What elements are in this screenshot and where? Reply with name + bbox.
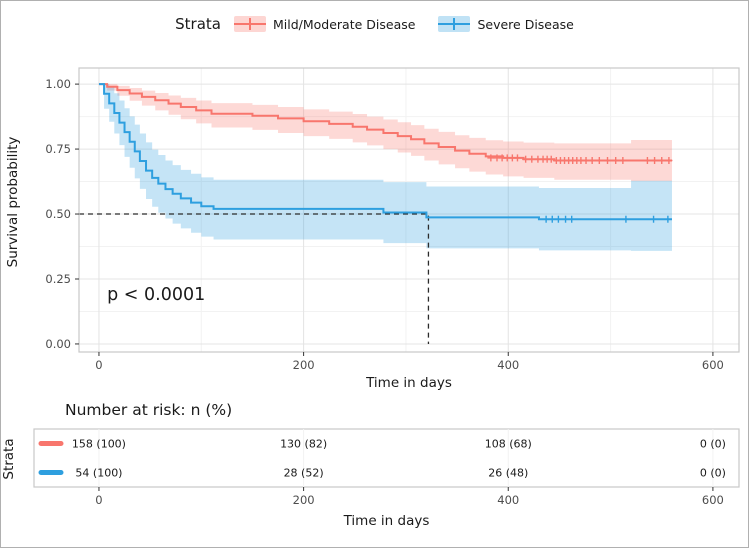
risk-count: 0 (0) <box>700 438 726 451</box>
legend-title: Strata <box>175 15 221 33</box>
legend-items: Mild/Moderate Disease Severe Disease <box>233 14 574 34</box>
legend: Strata Mild/Moderate Disease Severe Disea… <box>1 1 748 43</box>
x-tick-label: 600 <box>702 358 724 372</box>
risk-x-tick-label: 0 <box>95 493 102 507</box>
p-value-annotation: p < 0.0001 <box>107 285 205 305</box>
median-survival-dashed-line <box>79 213 430 344</box>
y-tick-label: 1.00 <box>45 77 71 91</box>
risk-count: 54 (100) <box>75 467 122 480</box>
y-tick-label: 0.50 <box>45 207 71 221</box>
y-tick-label: 0.00 <box>45 337 71 351</box>
risk-panel-border <box>33 428 740 488</box>
risk-count: 158 (100) <box>72 438 126 451</box>
risk-x-tick-label: 200 <box>293 493 315 507</box>
risk-count: 130 (82) <box>280 438 327 451</box>
risk-count: 28 (52) <box>284 467 324 480</box>
x-tick-label: 0 <box>95 358 102 372</box>
risk-count: 26 (48) <box>488 467 528 480</box>
panel-border <box>78 67 740 353</box>
survival-plot: 0 200 400 600 0.00 0.25 0.50 0.75 1.00 Time in da… <box>5 67 740 391</box>
risk-count: 0 (0) <box>700 467 726 480</box>
risk-table-plot: 158 (100) 130 (82) 108 (68) 0 (0) 54 (100) 28… <box>1 428 740 529</box>
survival-curve-mild-moderate <box>98 83 672 162</box>
risk-table-section: Number at risk: n (%) 158 (100) 130 (82) 1… <box>1 401 748 535</box>
risk-table-title: Number at risk: n (%) <box>65 401 233 419</box>
y-tick-label: 0.75 <box>45 142 71 156</box>
y-axis-title: Survival probability <box>5 137 21 268</box>
legend-item-label: Mild/Moderate Disease <box>272 16 416 32</box>
y-tick-label: 0.25 <box>45 272 71 286</box>
legend-item-0: Mild/Moderate Disease <box>233 14 415 34</box>
x-axis-title: Time in days <box>365 375 452 391</box>
risk-y-axis-title: Strata <box>1 438 17 479</box>
risk-count: 108 (68) <box>485 438 532 451</box>
risk-x-axis-title: Time in days <box>343 513 430 529</box>
x-tick-label: 200 <box>293 358 315 372</box>
legend-key-icon <box>233 16 266 32</box>
risk-x-tick-label: 600 <box>702 493 724 507</box>
legend-key-icon <box>438 16 471 32</box>
survival-curve-severe <box>98 83 672 221</box>
x-tick-label: 400 <box>497 358 519 372</box>
risk-x-tick-label: 400 <box>497 493 519 507</box>
legend-item-1: Severe Disease <box>437 14 574 34</box>
legend-item-label: Severe Disease <box>477 16 574 32</box>
